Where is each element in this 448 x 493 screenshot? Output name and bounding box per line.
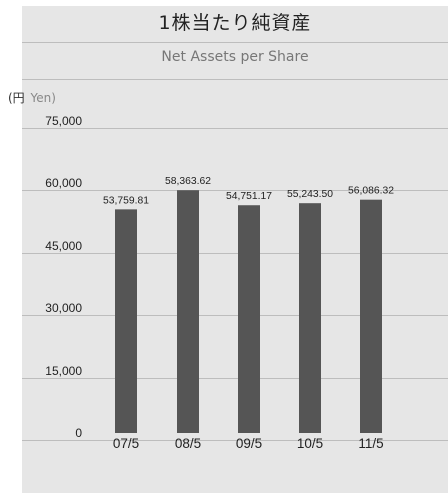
x-tick-label: 10/5 — [296, 436, 324, 451]
y-tick-label: 0 — [75, 426, 82, 440]
data-label: 54,751.17 — [226, 191, 272, 202]
data-label: 55,243.50 — [287, 189, 333, 200]
y-tick-label: 30,000 — [45, 301, 82, 315]
grid-line — [22, 440, 448, 441]
data-label: 58,363.62 — [165, 176, 211, 187]
unit-label-en: Yen) — [30, 91, 56, 105]
y-tick-label: 75,000 — [45, 114, 82, 128]
bar-10-5 — [299, 203, 321, 433]
x-tick-label: 08/5 — [174, 436, 202, 451]
bar-11-5 — [360, 199, 382, 433]
bar-07-5 — [115, 209, 137, 433]
grid-line — [22, 128, 448, 129]
bar-08-5 — [177, 190, 199, 433]
grid-line — [22, 315, 448, 316]
chart-title: 1株当たり純資産 — [158, 12, 312, 34]
grid-line — [22, 190, 448, 191]
data-label: 56,086.32 — [348, 186, 394, 197]
y-tick-label: 15,000 — [45, 364, 82, 378]
data-label: 53,759.81 — [103, 195, 149, 206]
title-divider — [22, 42, 448, 43]
unit-label: (円 Yen) — [8, 89, 56, 106]
y-tick-label: 60,000 — [45, 176, 82, 190]
y-tick-label: 45,000 — [45, 239, 82, 253]
grid-line — [22, 378, 448, 379]
bar-09-5 — [238, 205, 260, 433]
x-tick-label: 11/5 — [358, 436, 384, 451]
chart-subtitle: Net Assets per Share — [161, 49, 309, 65]
subtitle-divider — [22, 79, 448, 80]
unit-label-ja: (円 — [8, 91, 25, 105]
x-tick-label: 09/5 — [235, 436, 263, 451]
grid-line — [22, 253, 448, 254]
x-tick-label: 07/5 — [112, 436, 140, 451]
